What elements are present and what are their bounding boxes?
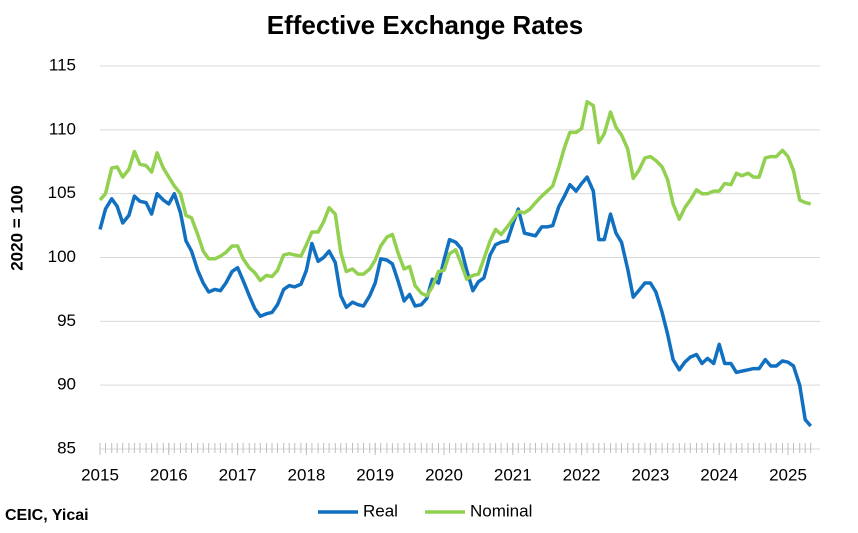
x-tick-label: 2023 (631, 465, 669, 484)
legend-label: Nominal (470, 501, 532, 520)
legend-label: Real (363, 501, 398, 520)
x-tick-label: 2025 (769, 465, 807, 484)
y-tick-label: 90 (57, 375, 76, 394)
y-tick-label: 110 (49, 119, 76, 138)
y-tick-label: 100 (48, 247, 76, 266)
y-tick-label: 105 (48, 183, 76, 202)
x-tick-label: 2022 (563, 465, 601, 484)
chart-title: Effective Exchange Rates (267, 10, 583, 40)
x-tick-label: 2020 (425, 465, 463, 484)
x-tick-label: 2015 (81, 465, 119, 484)
x-tick-label: 2016 (150, 465, 188, 484)
series-line (98, 175, 813, 428)
x-tick-label: 2024 (700, 465, 738, 484)
y-tick-label: 115 (49, 55, 76, 74)
x-tick-label: 2021 (494, 465, 532, 484)
x-tick-label: 2019 (356, 465, 394, 484)
y-tick-label: 95 (57, 311, 76, 330)
source: CEIC, Yicai (5, 507, 89, 524)
y-axis-label: 2020 = 100 (7, 185, 26, 271)
y-tick-label: 85 (57, 438, 76, 457)
series-line (98, 99, 812, 298)
x-tick-label: 2018 (287, 465, 325, 484)
x-tick-label: 2017 (219, 465, 257, 484)
